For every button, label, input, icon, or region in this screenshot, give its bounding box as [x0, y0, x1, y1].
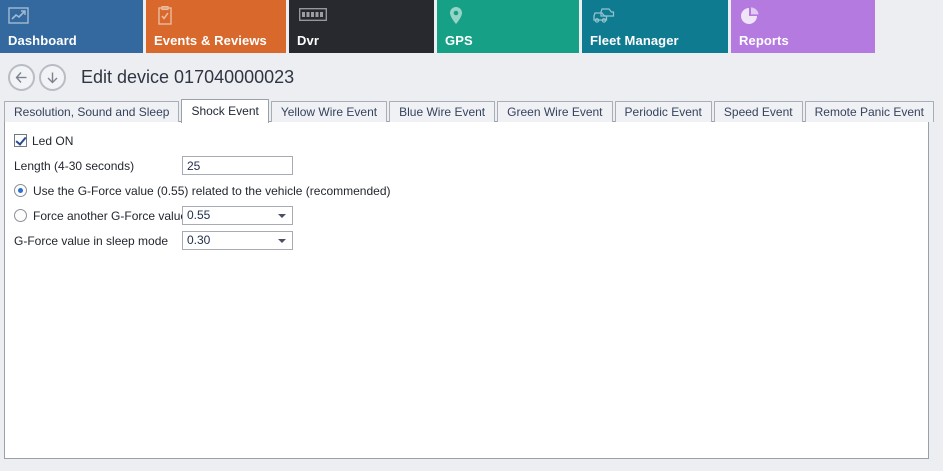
length-input[interactable]	[182, 156, 293, 175]
tab-speed-event[interactable]: Speed Event	[713, 101, 803, 122]
led-on-row: Led ON	[14, 129, 919, 152]
tab-resolution-sound-and-sleep[interactable]: Resolution, Sound and Sleep	[4, 101, 180, 122]
nav-tile-label: GPS	[445, 33, 473, 48]
clipboard-check-icon	[154, 5, 176, 26]
nav-tile-dashboard[interactable]: Dashboard	[0, 0, 143, 53]
cars-icon	[590, 6, 616, 26]
tab-strip: Resolution, Sound and Sleep Shock Event …	[4, 99, 936, 123]
shock-event-settings-panel: Led ON Length (4-30 seconds) Use the G-F…	[4, 121, 929, 459]
use-vehicle-gforce-label: Use the G-Force value (0.55) related to …	[33, 183, 391, 198]
chart-line-icon	[8, 6, 30, 26]
force-gforce-value: 0.55	[187, 208, 211, 222]
length-row: Length (4-30 seconds)	[14, 154, 919, 177]
force-gforce-row: Force another G-Force value 0.55	[14, 204, 919, 227]
nav-tile-fleet-manager[interactable]: Fleet Manager	[582, 0, 728, 53]
tab-shock-event[interactable]: Shock Event	[181, 99, 269, 123]
page-header: Edit device 017040000023	[0, 60, 294, 94]
led-on-label: Led ON	[32, 133, 74, 148]
pie-chart-icon	[739, 6, 761, 26]
nav-tile-label: Dashboard	[8, 33, 77, 48]
sleep-gforce-row: G-Force value in sleep mode 0.30	[14, 229, 919, 252]
sleep-gforce-label: G-Force value in sleep mode	[14, 233, 169, 248]
use-vehicle-gforce-row: Use the G-Force value (0.55) related to …	[14, 179, 919, 202]
tab-yellow-wire-event[interactable]: Yellow Wire Event	[270, 101, 388, 122]
nav-tile-label: Fleet Manager	[590, 33, 679, 48]
tab-remote-panic-event[interactable]: Remote Panic Event	[804, 101, 934, 122]
nav-tile-dvr[interactable]: Dvr	[289, 0, 434, 53]
chevron-down-icon	[278, 239, 286, 243]
back-arrow-icon[interactable]	[8, 63, 35, 91]
nav-tile-label: Events & Reviews	[154, 33, 267, 48]
force-gforce-radio[interactable]	[14, 209, 27, 222]
tab-blue-wire-event[interactable]: Blue Wire Event	[389, 101, 496, 122]
map-pin-icon	[445, 6, 467, 26]
dvr-device-icon	[299, 8, 327, 21]
use-vehicle-gforce-radio[interactable]	[14, 184, 27, 197]
chevron-down-icon	[278, 214, 286, 218]
nav-tile-events-and-reviews[interactable]: Events & Reviews	[146, 0, 286, 53]
led-on-checkbox[interactable]	[14, 134, 27, 147]
sleep-gforce-combobox[interactable]: 0.30	[182, 231, 293, 250]
page-title: Edit device 017040000023	[81, 66, 295, 87]
down-arrow-icon[interactable]	[39, 63, 66, 91]
nav-tile-reports[interactable]: Reports	[731, 0, 875, 53]
tab-green-wire-event[interactable]: Green Wire Event	[497, 101, 613, 122]
force-gforce-label: Force another G-Force value	[33, 208, 188, 223]
top-navigation-bar: Dashboard Events & Reviews Dvr	[0, 0, 943, 56]
nav-tile-label: Reports	[739, 33, 789, 48]
force-gforce-combobox[interactable]: 0.55	[182, 206, 293, 225]
tab-periodic-event[interactable]: Periodic Event	[614, 101, 712, 122]
length-label: Length (4-30 seconds)	[14, 158, 135, 173]
sleep-gforce-value: 0.30	[187, 233, 211, 247]
nav-tile-gps[interactable]: GPS	[437, 0, 579, 53]
nav-tile-label: Dvr	[297, 33, 319, 48]
